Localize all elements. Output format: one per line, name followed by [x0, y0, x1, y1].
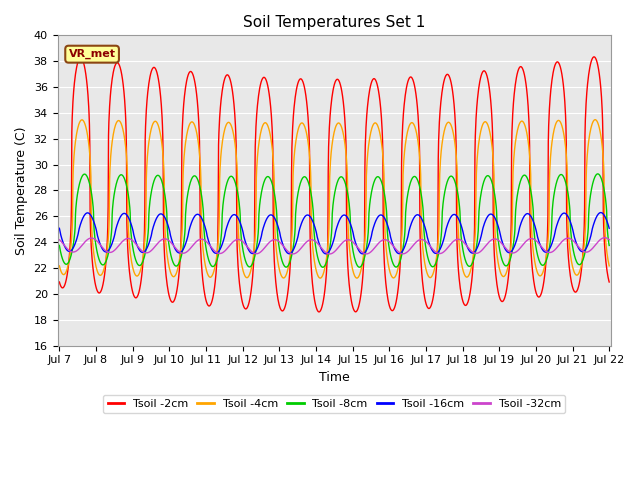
Tsoil -16cm	[120, 211, 128, 216]
Tsoil -8cm	[56, 242, 63, 248]
Tsoil -8cm	[369, 184, 376, 190]
Tsoil -8cm	[605, 242, 613, 248]
Tsoil -2cm	[369, 77, 376, 83]
Tsoil -16cm	[289, 248, 296, 254]
Tsoil -32cm	[326, 251, 333, 257]
Tsoil -16cm	[322, 251, 330, 257]
Tsoil -4cm	[591, 117, 599, 122]
Tsoil -16cm	[605, 226, 613, 231]
Line: Tsoil -2cm: Tsoil -2cm	[60, 57, 609, 312]
Tsoil -16cm	[56, 226, 63, 231]
Tsoil -4cm	[369, 123, 376, 129]
Line: Tsoil -16cm: Tsoil -16cm	[60, 213, 609, 254]
Tsoil -16cm	[300, 215, 308, 221]
Tsoil -4cm	[56, 263, 63, 269]
Tsoil -32cm	[300, 242, 308, 248]
Line: Tsoil -8cm: Tsoil -8cm	[60, 174, 609, 267]
Text: VR_met: VR_met	[68, 49, 116, 60]
Y-axis label: Soil Temperature (C): Soil Temperature (C)	[15, 126, 28, 255]
Tsoil -8cm	[319, 264, 326, 270]
Legend: Tsoil -2cm, Tsoil -4cm, Tsoil -8cm, Tsoil -16cm, Tsoil -32cm: Tsoil -2cm, Tsoil -4cm, Tsoil -8cm, Tsoi…	[103, 395, 566, 413]
Tsoil -16cm	[310, 221, 317, 227]
Tsoil -4cm	[310, 255, 317, 261]
Tsoil -32cm	[605, 237, 613, 242]
Tsoil -2cm	[590, 54, 598, 60]
Tsoil -32cm	[56, 237, 63, 242]
Tsoil -8cm	[310, 227, 317, 233]
Tsoil -2cm	[605, 279, 613, 285]
Tsoil -2cm	[300, 83, 308, 88]
Tsoil -4cm	[300, 122, 308, 128]
Tsoil -32cm	[369, 247, 376, 253]
Tsoil -8cm	[120, 175, 128, 181]
Tsoil -2cm	[310, 293, 317, 299]
Tsoil -2cm	[316, 309, 323, 315]
Tsoil -2cm	[289, 125, 296, 131]
Tsoil -16cm	[597, 210, 605, 216]
Tsoil -4cm	[98, 271, 106, 277]
Line: Tsoil -32cm: Tsoil -32cm	[60, 238, 609, 254]
X-axis label: Time: Time	[319, 371, 349, 384]
Tsoil -8cm	[98, 262, 106, 267]
Tsoil -32cm	[601, 235, 609, 240]
Line: Tsoil -4cm: Tsoil -4cm	[60, 120, 609, 278]
Tsoil -32cm	[120, 237, 128, 243]
Tsoil -8cm	[594, 171, 602, 177]
Tsoil -2cm	[120, 93, 128, 98]
Tsoil -8cm	[289, 248, 296, 253]
Tsoil -2cm	[98, 286, 106, 291]
Tsoil -4cm	[120, 133, 128, 139]
Tsoil -4cm	[316, 275, 324, 281]
Tsoil -32cm	[310, 238, 317, 243]
Tsoil -32cm	[289, 251, 296, 257]
Tsoil -32cm	[98, 244, 106, 250]
Tsoil -16cm	[98, 245, 106, 251]
Tsoil -4cm	[605, 263, 613, 269]
Tsoil -2cm	[56, 279, 63, 285]
Title: Soil Temperatures Set 1: Soil Temperatures Set 1	[243, 15, 426, 30]
Tsoil -4cm	[289, 212, 296, 218]
Tsoil -8cm	[300, 174, 308, 180]
Tsoil -16cm	[369, 228, 376, 233]
